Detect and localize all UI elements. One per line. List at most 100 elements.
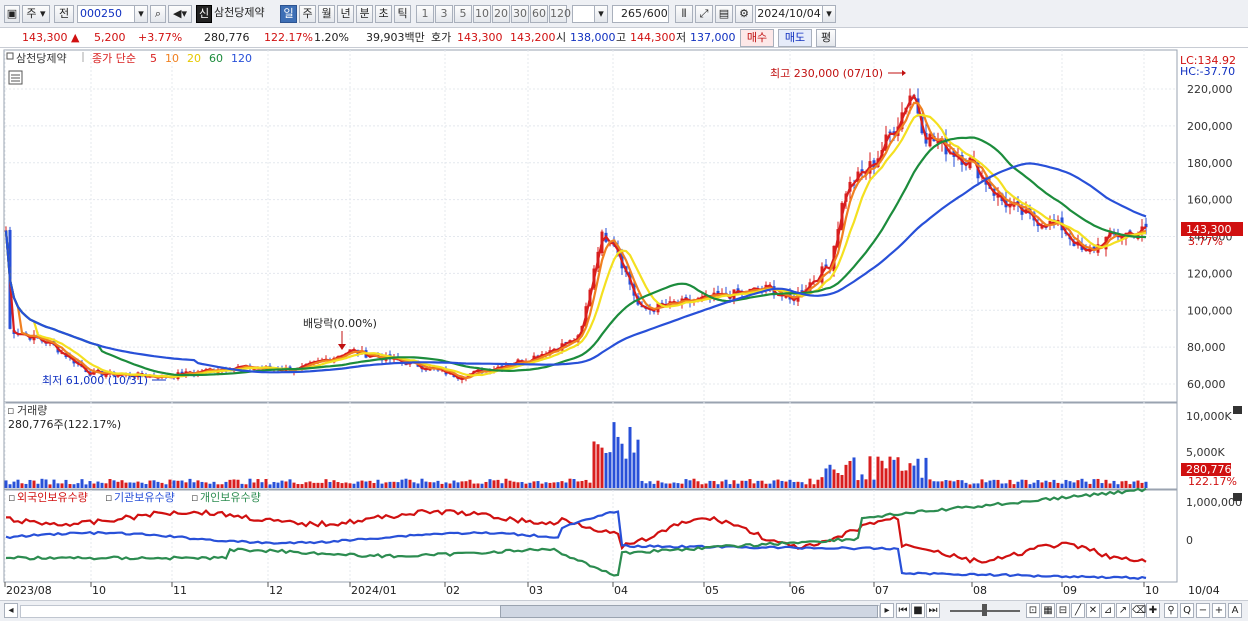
volume-bar — [512, 481, 516, 488]
volume-bar — [568, 478, 572, 488]
candle-body — [1036, 223, 1040, 227]
candle-type-icon[interactable]: ⫴ — [675, 5, 693, 23]
holding-legend-icon-2: ▫ — [191, 491, 198, 504]
high-price: 144,300 — [630, 31, 676, 44]
volume-bar — [1064, 479, 1068, 488]
volume-bar — [184, 482, 188, 488]
institution-holding-line — [5, 510, 1147, 580]
volume-bar — [432, 482, 436, 488]
buy-button[interactable]: 매수 — [740, 29, 774, 47]
period-button-0[interactable]: 일 — [280, 5, 297, 23]
holding-panel-close-icon[interactable] — [1233, 493, 1242, 501]
current-price-tag — [1181, 222, 1243, 236]
search-icon[interactable]: ⌕ — [150, 5, 166, 23]
stock-chart[interactable]: 삼천당제약 종가 단순 5 10 20 60 120 최고 230,000 (07/10… — [0, 48, 1248, 600]
interval-button-20[interactable]: 20 — [492, 5, 510, 23]
date-input[interactable]: 2024/10/04 — [755, 5, 823, 23]
volume-bar — [252, 482, 256, 488]
arrange-icon[interactable]: ⊟ — [1056, 603, 1070, 618]
interval-button-120[interactable]: 120 — [549, 5, 571, 23]
volume-bar — [860, 474, 864, 488]
period-button-3[interactable]: 년 — [337, 5, 354, 23]
arrow-tool-icon[interactable]: ↗ — [1116, 603, 1130, 618]
sell-button[interactable]: 매도 — [778, 29, 812, 47]
period-button-5[interactable]: 초 — [375, 5, 392, 23]
calendar-icon[interactable]: ▾ — [822, 5, 836, 23]
low-annotation: 최저 61,000 (10/31) — [42, 374, 148, 387]
period-button-2[interactable]: 월 — [318, 5, 335, 23]
stop-icon[interactable]: ■ — [911, 603, 925, 618]
volume-bar — [904, 470, 908, 488]
speaker-icon[interactable]: ◀▾ — [168, 5, 192, 23]
cross-tool-icon[interactable]: ✚ — [1146, 603, 1160, 618]
volume-bar — [560, 481, 564, 488]
volume-panel-close-icon[interactable] — [1233, 406, 1242, 414]
font-size-icon[interactable]: A — [1228, 603, 1242, 618]
zoom-in-icon[interactable]: + — [1212, 603, 1226, 618]
interval-button-60[interactable]: 60 — [530, 5, 548, 23]
crosshair-icon[interactable]: ⊡ — [1026, 603, 1040, 618]
avg-button[interactable]: 평 — [816, 29, 836, 47]
fib-tool-icon[interactable]: ✕ — [1086, 603, 1100, 618]
volume-bar — [1084, 481, 1088, 488]
line-tool-icon[interactable]: ╱ — [1071, 603, 1085, 618]
interval-button-30[interactable]: 30 — [511, 5, 529, 23]
prev-button[interactable]: 전 — [54, 5, 74, 23]
volume-bar — [268, 484, 272, 488]
volume-bar — [684, 479, 688, 488]
volume-bar — [232, 479, 236, 488]
magnify-icon[interactable]: ⚲ — [1164, 603, 1178, 618]
rewind-icon[interactable]: ⏮ — [896, 603, 910, 618]
scroll-left-icon[interactable]: ◂ — [4, 603, 18, 618]
market-select[interactable]: 주 ▾ — [22, 5, 50, 23]
volume-bar — [504, 478, 508, 488]
volume-bar — [924, 457, 928, 488]
interval-button-5[interactable]: 5 — [454, 5, 472, 23]
volume-bar — [716, 484, 720, 488]
volume-bar — [808, 478, 812, 488]
stock-code-input[interactable]: 000250 — [77, 5, 135, 23]
interval-button-3[interactable]: 3 — [435, 5, 453, 23]
zoom-out-icon[interactable]: − — [1196, 603, 1210, 618]
volume-bar — [896, 457, 900, 488]
channel-tool-icon[interactable]: ⊿ — [1101, 603, 1115, 618]
grid-icon[interactable]: ▦ — [1041, 603, 1055, 618]
window-menu-icon[interactable]: ▣ — [4, 5, 20, 23]
scroll-right-icon[interactable]: ▸ — [880, 603, 894, 618]
new-listing-badge[interactable]: 신 — [196, 5, 212, 23]
interval-dropdown-icon[interactable]: ▾ — [594, 5, 608, 23]
volume-bar — [1088, 483, 1092, 488]
scroll-thumb[interactable] — [500, 605, 878, 618]
settings-icon[interactable]: ⚙ — [735, 5, 753, 23]
zoom-slider-handle[interactable] — [982, 604, 987, 616]
draw-tool-icon[interactable]: ⤢ — [695, 5, 713, 23]
x-label-4: 2024/01 — [351, 584, 397, 597]
code-dropdown-icon[interactable]: ▾ — [134, 5, 148, 23]
volume-bar — [36, 483, 40, 488]
volume-bar — [180, 480, 184, 488]
period-button-4[interactable]: 분 — [356, 5, 373, 23]
period-button-6[interactable]: 틱 — [394, 5, 411, 23]
high-annotation: 최고 230,000 (07/10) — [770, 67, 883, 80]
fast-forward-icon[interactable]: ⏭ — [926, 603, 940, 618]
volume-bar — [244, 484, 248, 488]
volume-bar — [212, 481, 216, 488]
volume-bar — [932, 481, 936, 488]
zoom-reset-icon[interactable]: Q — [1180, 603, 1194, 618]
volume-bar — [56, 483, 60, 488]
count-input[interactable]: 265 — [612, 5, 644, 23]
volume-bar — [304, 482, 308, 488]
volume-bar — [1132, 481, 1136, 488]
x-label-13: 10 — [1145, 584, 1159, 597]
volume-bar — [976, 483, 980, 488]
ask-label: 호가 — [431, 31, 452, 44]
interval-button-10[interactable]: 10 — [473, 5, 491, 23]
save-icon[interactable]: ▤ — [715, 5, 733, 23]
scroll-bar[interactable]: ◂ ▸ ⏮ ■ ⏭ ⊡ ▦ ⊟ ╱ ✕ ⊿ ↗ ⌫ ✚ ⚲ Q − + A — [0, 600, 1248, 621]
interval-button-1[interactable]: 1 — [416, 5, 434, 23]
volume-bar — [840, 474, 844, 488]
period-button-1[interactable]: 주 — [299, 5, 316, 23]
eraser-tool-icon[interactable]: ⌫ — [1131, 603, 1147, 618]
volume-bar — [724, 479, 728, 488]
volume-bar — [604, 452, 608, 488]
